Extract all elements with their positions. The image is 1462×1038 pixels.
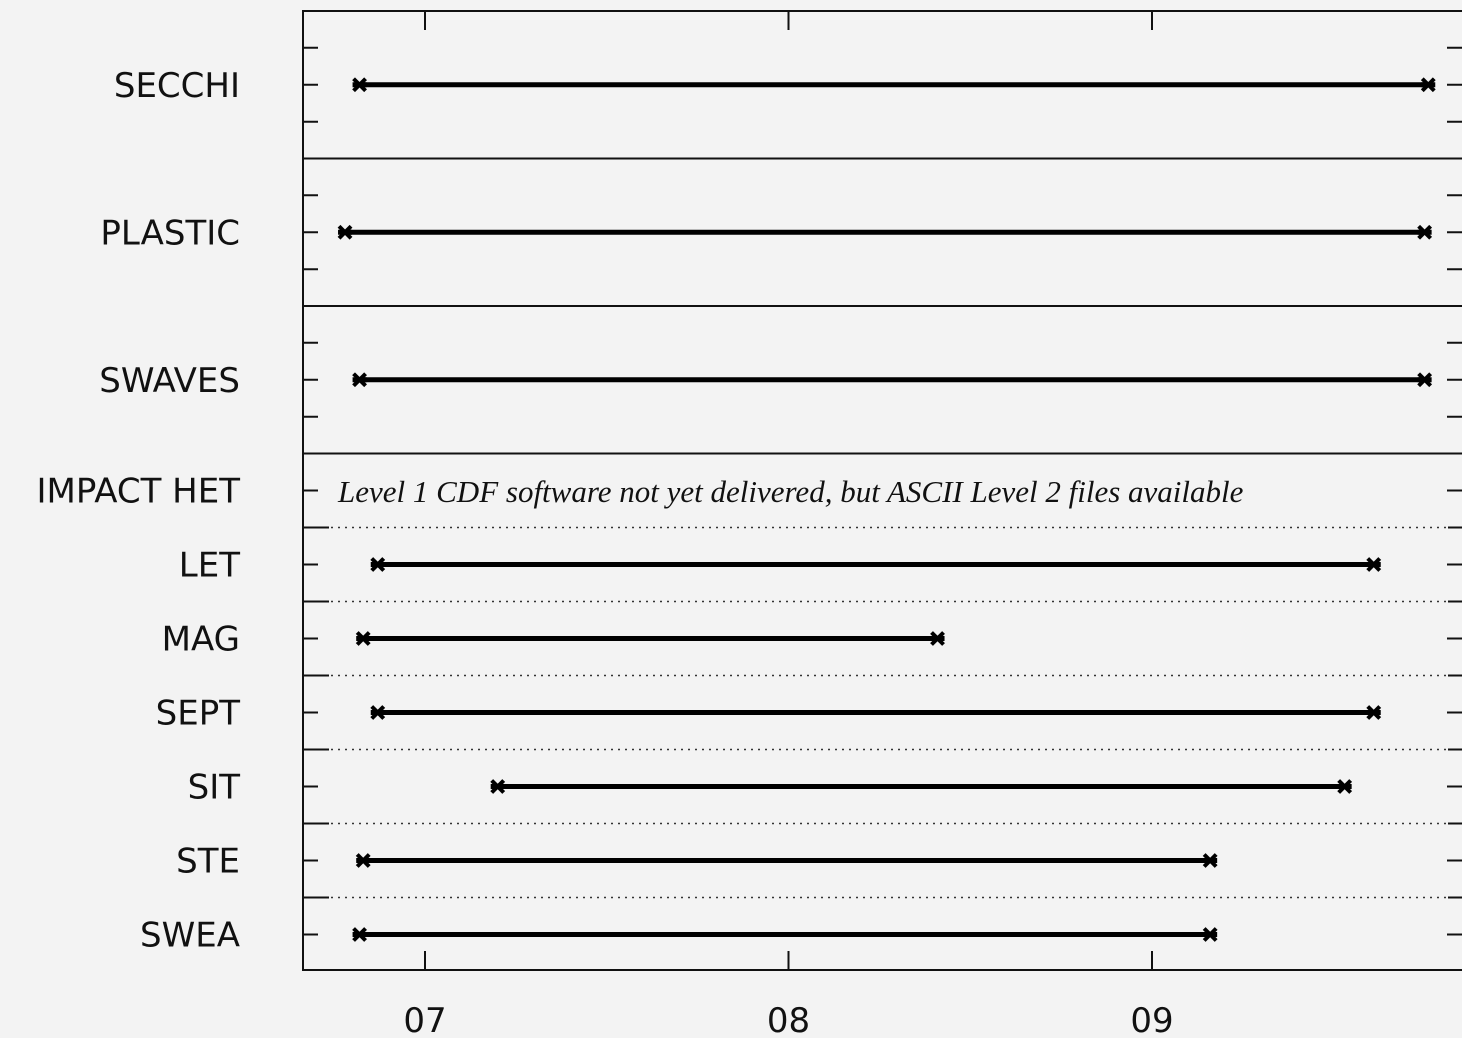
y-labels-layer: SECCHI PLASTIC SWAVES IMPACT HET LET MAG SEPT S… xyxy=(37,66,241,956)
x-tick-label: 08 xyxy=(767,1001,810,1038)
frame-layer xyxy=(302,10,1462,971)
row-label: IMPACT HET xyxy=(37,472,241,512)
x-tick-label: 07 xyxy=(403,1001,446,1038)
impact-het-annotation: Level 1 CDF software not yet delivered, … xyxy=(337,474,1244,509)
row-label: LET xyxy=(179,546,240,586)
row-label: SEPT xyxy=(156,694,241,734)
x-tick-label: 09 xyxy=(1130,1001,1173,1038)
row-label: SECCHI xyxy=(114,66,240,106)
row-label: SIT xyxy=(188,768,241,808)
row-label: STE xyxy=(176,842,240,882)
row-label: PLASTIC xyxy=(100,213,240,253)
bars-layer xyxy=(337,77,1436,942)
row-label: SWEA xyxy=(140,916,240,956)
row-label: MAG xyxy=(162,620,240,660)
x-labels-layer: 07 08 09 xyxy=(403,1001,1173,1038)
row-label: SWAVES xyxy=(99,361,240,401)
